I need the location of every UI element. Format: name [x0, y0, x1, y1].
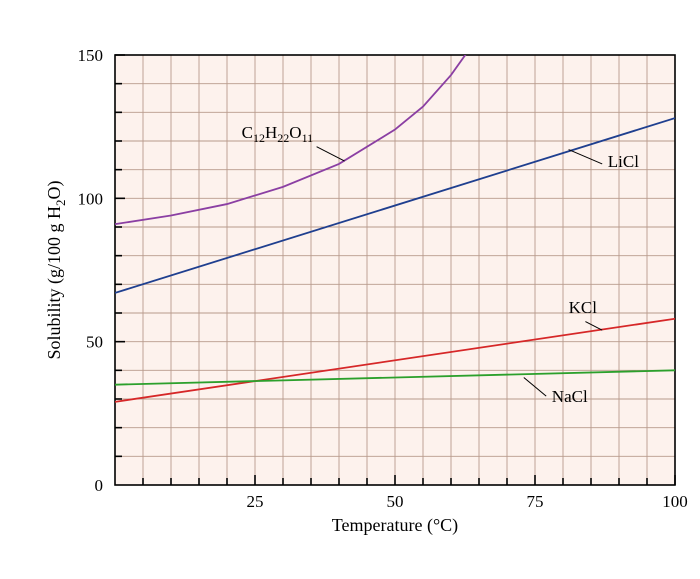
x-tick-label: 25: [247, 492, 264, 511]
y-tick-label: 50: [86, 333, 103, 352]
x-tick-label: 75: [527, 492, 544, 511]
x-tick-label: 100: [662, 492, 688, 511]
series-label-LiCl: LiCl: [608, 152, 639, 171]
y-axis-label: Solubility (g/100 g H2O): [44, 180, 68, 359]
series-label-NaCl: NaCl: [552, 387, 588, 406]
x-tick-label: 50: [387, 492, 404, 511]
y-tick-label: 0: [95, 476, 104, 495]
series-label-KCl: KCl: [569, 298, 598, 317]
chart-svg: 25 50 75 100 0 50 100 150 Temperature (°C) Solubi…: [0, 0, 700, 579]
x-axis-label: Temperature (°C): [332, 515, 458, 536]
y-tick-label: 150: [78, 46, 104, 65]
solubility-chart: 25 50 75 100 0 50 100 150 Temperature (°C) Solubi…: [0, 0, 700, 579]
y-tick-label: 100: [78, 189, 104, 208]
